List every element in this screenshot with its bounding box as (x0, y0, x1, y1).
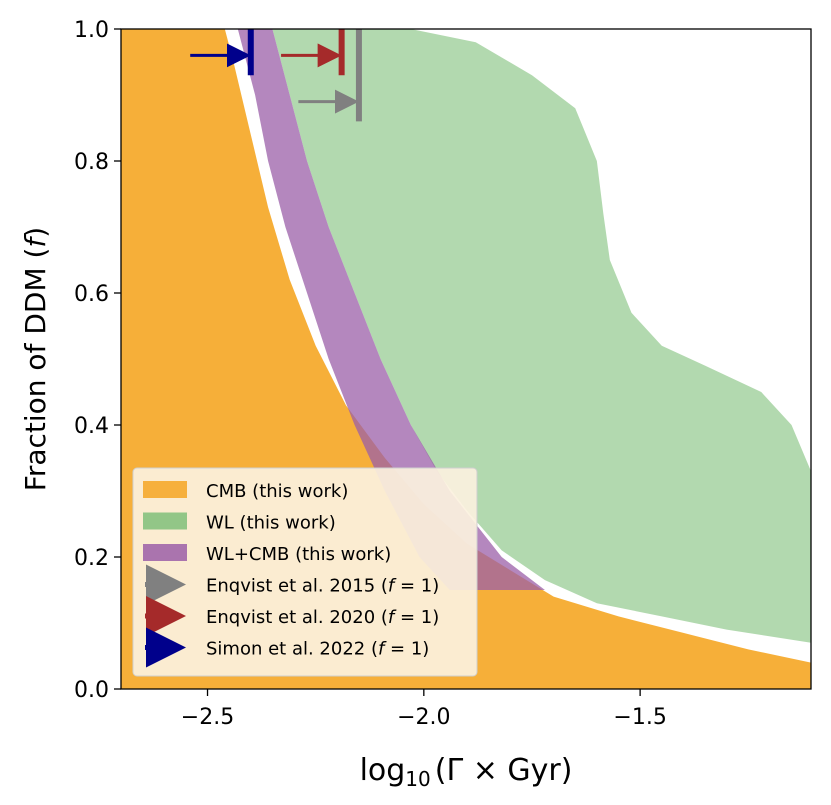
reference-limits (190, 29, 362, 122)
legend-label: CMB (this work) (206, 481, 348, 502)
y-tick-label: 0.2 (74, 546, 109, 571)
legend-entry: WL+CMB (this work) (143, 544, 391, 565)
legend-entry: WL (this work) (143, 512, 336, 534)
legend-box (132, 467, 478, 677)
legend-swatch (143, 544, 187, 561)
legend-entry: CMB (this work) (143, 481, 348, 502)
legend-label: Enqvist et al. 2020 (f = 1) (206, 607, 439, 628)
legend-label: Enqvist et al. 2015 (f = 1) (206, 576, 439, 597)
legend-entry: Simon et al. 2022 (f = 1) (145, 627, 429, 668)
legend-label: WL+CMB (this work) (206, 544, 391, 565)
x-tick-label: −1.5 (613, 705, 666, 730)
reference-limit-3 (190, 29, 254, 76)
legend-entry: Enqvist et al. 2020 (f = 1) (145, 596, 439, 636)
y-tick-label: 0.4 (74, 414, 109, 439)
reference-limit-1 (298, 29, 362, 122)
wl-region (272, 29, 811, 643)
legend-swatch (143, 512, 187, 530)
y-tick-label: 1.0 (74, 18, 109, 43)
y-axis: 0.0 0.2 0.4 0.6 0.8 1.0 (74, 18, 121, 703)
legend: CMB (this work) WL (this work) WL+CMB (thi… (132, 467, 478, 677)
y-axis-label: Fraction of DDM (f) (19, 227, 52, 491)
legend-label: WL (this work) (206, 513, 336, 534)
y-tick-label: 0.6 (74, 282, 109, 307)
x-axis-label: log10 (Γ × Gyr) (360, 753, 573, 791)
x-tick-label: −2.0 (397, 705, 450, 730)
y-tick-label: 0.0 (74, 678, 109, 703)
reference-limit-2 (281, 29, 345, 76)
y-tick-label: 0.8 (74, 150, 109, 175)
legend-entry: Enqvist et al. 2015 (f = 1) (145, 564, 439, 605)
x-axis: −2.5 −2.0 −1.5 (181, 689, 667, 730)
legend-swatch (143, 481, 187, 498)
x-tick-label: −2.5 (181, 705, 234, 730)
legend-label: Simon et al. 2022 (f = 1) (206, 639, 429, 660)
plot-frame (120, 28, 812, 690)
